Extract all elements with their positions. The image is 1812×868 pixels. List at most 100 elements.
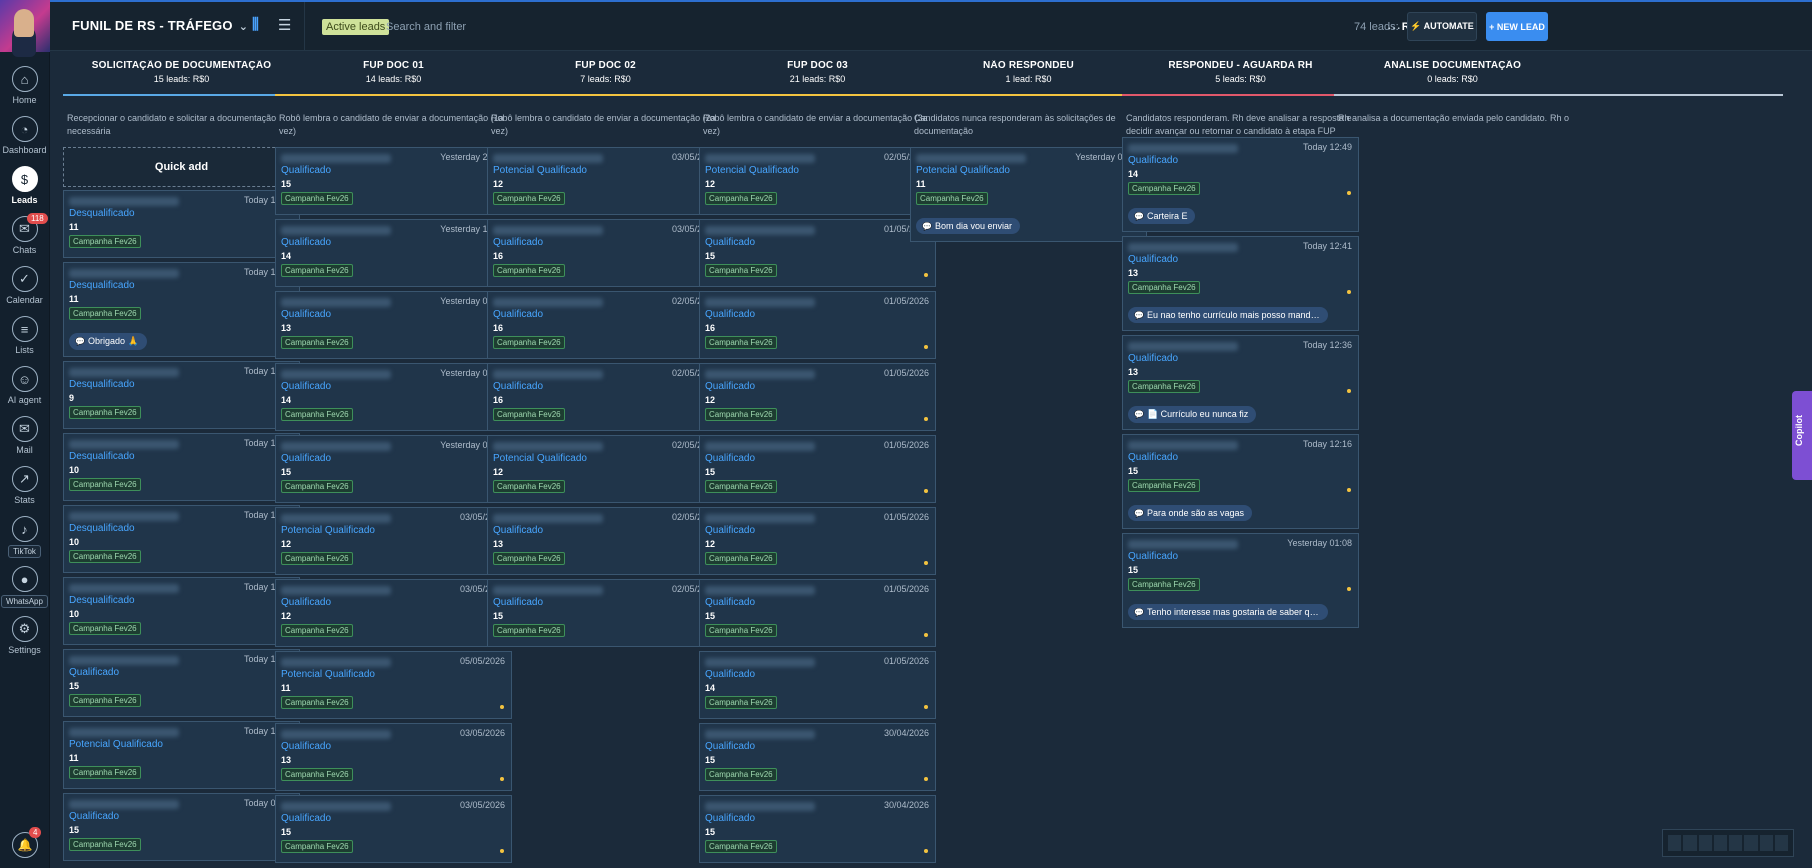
lead-card[interactable]: Today 12:54 Desqualificado 11 Campanha Fev2… <box>63 190 300 258</box>
column-header[interactable]: FUP DOC 02 7 leads: R$0 <box>487 51 724 97</box>
sidebar-item-tiktok[interactable]: ♪ TikTok <box>0 512 49 562</box>
sidebar-item-home[interactable]: ⌂ Home <box>0 62 49 112</box>
lead-card[interactable]: Yesterday 08:24 Qualificado 13 Campanha Fev… <box>275 291 512 359</box>
lead-card[interactable]: 01/05/2026 Qualificado 12 Campanha Fev26 <box>699 363 936 431</box>
lead-card[interactable]: Today 09:50 Qualificado 15 Campanha Fev26 <box>63 793 300 861</box>
lead-status-link[interactable]: Potencial Qualificado <box>493 165 587 176</box>
lead-status-link[interactable]: Qualificado <box>1128 155 1179 166</box>
lead-card[interactable]: 01/05/2026 Qualificado 12 Campanha Fev26 <box>699 507 936 575</box>
lead-status-link[interactable]: Potencial Qualificado <box>69 739 163 750</box>
lead-status-link[interactable]: Qualificado <box>705 381 756 392</box>
column-header[interactable]: FUP DOC 01 14 leads: R$0 <box>275 51 512 97</box>
lead-status-link[interactable]: Potencial Qualificado <box>281 669 375 680</box>
lead-status-link[interactable]: Qualificado <box>493 237 544 248</box>
automate-button[interactable]: ⚡ AUTOMATE <box>1407 12 1477 41</box>
lead-card[interactable]: 02/05/2026 Qualificado 16 Campanha Fev26 <box>487 291 724 359</box>
lead-card[interactable]: 03/05/2026 Qualificado 13 Campanha Fev26 <box>275 723 512 791</box>
lead-card[interactable]: 03/05/2026 Potencial Qualificado 12 Campanh… <box>487 147 724 215</box>
lead-status-link[interactable]: Qualificado <box>705 237 756 248</box>
notifications-bell-icon[interactable]: 🔔 4 <box>12 827 42 858</box>
search-input[interactable] <box>386 16 786 38</box>
lead-status-link[interactable]: Qualificado <box>281 453 332 464</box>
lead-status-link[interactable]: Desqualificado <box>69 451 135 462</box>
lead-card[interactable]: 02/05/2026 Qualificado 16 Campanha Fev26 <box>487 363 724 431</box>
lead-status-link[interactable]: Qualificado <box>69 811 120 822</box>
lead-status-link[interactable]: Qualificado <box>281 381 332 392</box>
lead-card[interactable]: 01/05/2026 Qualificado 16 Campanha Fev26 <box>699 291 936 359</box>
lead-status-link[interactable]: Qualificado <box>1128 353 1179 364</box>
last-message-bubble[interactable]: 💬 Carteira E <box>1128 208 1196 224</box>
lead-status-link[interactable]: Desqualificado <box>69 208 135 219</box>
lead-card[interactable]: Yesterday 15:30 Qualificado 14 Campanha Fev… <box>275 219 512 287</box>
lead-status-link[interactable]: Qualificado <box>1128 551 1179 562</box>
lead-card[interactable]: Yesterday 03:16 Qualificado 15 Campanha Fev… <box>275 435 512 503</box>
sidebar-item-calendar[interactable]: ✓ Calendar <box>0 262 49 312</box>
lead-status-link[interactable]: Potencial Qualificado <box>493 453 587 464</box>
lead-status-link[interactable]: Qualificado <box>705 741 756 752</box>
lead-status-link[interactable]: Qualificado <box>493 597 544 608</box>
last-message-bubble[interactable]: 💬 Bom dia vou enviar <box>916 218 1021 234</box>
lead-card[interactable]: Yesterday 22:28 Qualificado 15 Campanha Fev… <box>275 147 512 215</box>
lead-card[interactable]: Today 12:29 Desqualificado 10 Campanha Fev2… <box>63 505 300 573</box>
lead-card[interactable]: 01/05/2026 Qualificado 14 Campanha Fev26 <box>699 651 936 719</box>
lead-status-link[interactable]: Qualificado <box>281 309 332 320</box>
lead-card[interactable]: 30/04/2026 Qualificado 15 Campanha Fev26 <box>699 723 936 791</box>
lead-card[interactable]: Today 10:18 Potencial Qualificado 11 Campan… <box>63 721 300 789</box>
sidebar-item-leads[interactable]: $ Leads <box>0 162 49 212</box>
lead-card[interactable]: Today 12:51 Desqualificado 10 Campanha Fev2… <box>63 433 300 501</box>
column-header[interactable]: ANÁLISE DOCUMENTAÇÃO 0 leads: R$0 <box>1334 51 1571 97</box>
lead-status-link[interactable]: Qualificado <box>705 309 756 320</box>
last-message-bubble[interactable]: 💬 📄 Currículo eu nunca fiz <box>1128 406 1257 423</box>
lead-card[interactable]: 01/05/2026 Qualificado 15 Campanha Fev26 <box>699 579 936 647</box>
column-header[interactable]: SOLICITAÇÃO DE DOCUMENTAÇÃO 15 leads: R$0 <box>63 51 300 97</box>
last-message-bubble[interactable]: 💬 Para onde são as vagas <box>1128 505 1253 521</box>
lead-card[interactable]: 03/05/2026 Qualificado 16 Campanha Fev26 <box>487 219 724 287</box>
lead-status-link[interactable]: Qualificado <box>493 381 544 392</box>
lead-status-link[interactable]: Qualificado <box>1128 452 1179 463</box>
column-header[interactable]: RESPONDEU - AGUARDA RH 5 leads: R$0 <box>1122 51 1359 97</box>
lead-card[interactable]: 03/05/2026 Qualificado 12 Campanha Fev26 <box>275 579 512 647</box>
lead-status-link[interactable]: Qualificado <box>705 453 756 464</box>
lead-status-link[interactable]: Desqualificado <box>69 595 135 606</box>
last-message-bubble[interactable]: 💬 Tenho interesse mas gostaria de saber q… <box>1128 604 1328 620</box>
column-header[interactable]: FUP DOC 03 21 leads: R$0 <box>699 51 936 97</box>
lead-card[interactable]: Today 12:49 Qualificado 14 Campanha Fev26 💬 C… <box>1122 137 1359 232</box>
sidebar-item-chats[interactable]: ✉ 118 Chats <box>0 212 49 262</box>
sidebar-item-stats[interactable]: ↗ Stats <box>0 462 49 512</box>
lead-card[interactable]: 02/05/2026 Potencial Qualificado 12 Campanh… <box>699 147 936 215</box>
quick-add-button[interactable]: Quick add <box>63 147 300 187</box>
lead-status-link[interactable]: Qualificado <box>281 597 332 608</box>
lead-status-link[interactable]: Qualificado <box>69 667 120 678</box>
lead-status-link[interactable]: Qualificado <box>281 237 332 248</box>
lead-status-link[interactable]: Qualificado <box>493 525 544 536</box>
sidebar-item-lists[interactable]: ≡ Lists <box>0 312 49 362</box>
lead-card[interactable]: 01/05/2026 Qualificado 15 Campanha Fev26 <box>699 219 936 287</box>
lead-card[interactable]: Yesterday 03:12 Potencial Qualificado 11 Ca… <box>910 147 1147 242</box>
lead-status-link[interactable]: Desqualificado <box>69 280 135 291</box>
lead-card[interactable]: Today 12:41 Qualificado 13 Campanha Fev26 💬 E… <box>1122 236 1359 331</box>
lead-status-link[interactable]: Qualificado <box>1128 254 1179 265</box>
last-message-bubble[interactable]: 💬 Eu nao tenho currículo mais posso manda… <box>1128 307 1328 323</box>
active-leads-filter-chip[interactable]: Active leads <box>322 19 390 35</box>
lead-card[interactable]: 02/05/2026 Potencial Qualificado 12 Campanh… <box>487 435 724 503</box>
sidebar-item-whatsapp[interactable]: ● WhatsApp <box>0 562 49 612</box>
sidebar-item-mail[interactable]: ✉ Mail <box>0 412 49 462</box>
user-avatar[interactable] <box>0 0 50 52</box>
kanban-view-icon[interactable]: ⫼ <box>252 16 259 33</box>
lead-card[interactable]: Today 12:54 Desqualificado 11 Campanha Fev2… <box>63 262 300 357</box>
lead-status-link[interactable]: Qualificado <box>705 525 756 536</box>
lead-status-link[interactable]: Potencial Qualificado <box>705 165 799 176</box>
sidebar-item-ai_agent[interactable]: ☺ AI agent <box>0 362 49 412</box>
lead-card[interactable]: Today 12:47 Desqualificado 9 Campanha Fev26 <box>63 361 300 429</box>
lead-status-link[interactable]: Potencial Qualificado <box>916 165 1010 176</box>
pipeline-selector[interactable]: FUNIL DE RS - TRÁFEGO ⌄ <box>72 18 248 33</box>
lead-status-link[interactable]: Desqualificado <box>69 379 135 390</box>
more-options-button[interactable]: ··· <box>1382 16 1406 38</box>
lead-card[interactable]: 02/05/2026 Qualificado 13 Campanha Fev26 <box>487 507 724 575</box>
lead-status-link[interactable]: Qualificado <box>493 309 544 320</box>
lead-card[interactable]: Today 12:27 Desqualificado 10 Campanha Fev2… <box>63 577 300 645</box>
copilot-tab[interactable]: Copilot <box>1792 391 1812 480</box>
list-view-icon[interactable]: ☰ <box>278 17 292 34</box>
lead-card[interactable]: 03/05/2026 Potencial Qualificado 12 Campanh… <box>275 507 512 575</box>
lead-status-link[interactable]: Qualificado <box>705 597 756 608</box>
